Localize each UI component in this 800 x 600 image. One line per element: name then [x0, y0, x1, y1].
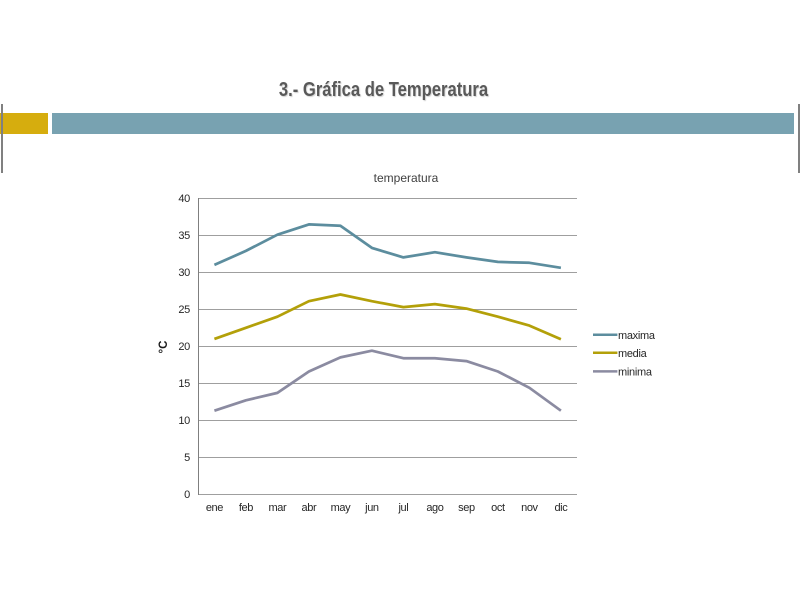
svg-text:10: 10 — [178, 415, 190, 427]
svg-text:35: 35 — [178, 230, 190, 242]
svg-text:oct: oct — [491, 502, 505, 514]
svg-text:ene: ene — [206, 502, 223, 514]
svg-text:temperatura: temperatura — [374, 171, 439, 185]
svg-text:abr: abr — [302, 502, 317, 514]
svg-text:nov: nov — [521, 502, 538, 514]
svg-text:0: 0 — [184, 489, 190, 501]
svg-text:sep: sep — [458, 502, 475, 514]
svg-text:jul: jul — [397, 502, 408, 514]
svg-text:media: media — [618, 348, 648, 360]
svg-text:minima: minima — [618, 366, 653, 378]
svg-text:mar: mar — [269, 502, 287, 514]
svg-text:20: 20 — [178, 341, 190, 353]
svg-text:°C: °C — [158, 341, 170, 354]
svg-text:jun: jun — [364, 502, 379, 514]
svg-text:5: 5 — [184, 452, 190, 464]
svg-text:ago: ago — [426, 502, 443, 514]
svg-text:40: 40 — [178, 193, 190, 205]
svg-text:dic: dic — [554, 502, 568, 514]
svg-text:feb: feb — [239, 502, 253, 514]
svg-text:30: 30 — [178, 267, 190, 279]
svg-text:maxima: maxima — [618, 330, 656, 342]
svg-text:may: may — [331, 502, 351, 514]
svg-text:25: 25 — [178, 304, 190, 316]
svg-text:15: 15 — [178, 378, 190, 390]
